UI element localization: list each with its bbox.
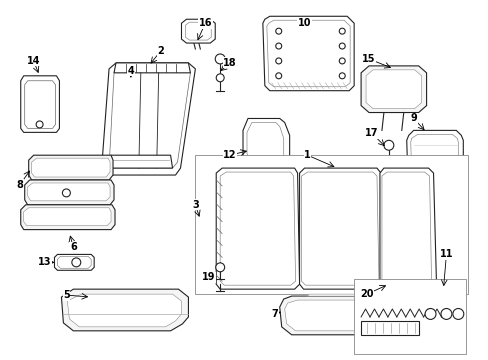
Polygon shape	[109, 155, 172, 168]
Polygon shape	[353, 279, 466, 354]
Circle shape	[62, 189, 70, 197]
Circle shape	[339, 58, 345, 64]
Text: 7: 7	[271, 309, 278, 319]
Circle shape	[275, 28, 281, 34]
Text: 19: 19	[201, 272, 215, 282]
Text: 3: 3	[192, 200, 198, 210]
Polygon shape	[181, 19, 215, 43]
Polygon shape	[109, 68, 190, 168]
Text: 2: 2	[157, 46, 163, 56]
Polygon shape	[379, 168, 436, 289]
Circle shape	[339, 43, 345, 49]
Text: 4: 4	[127, 66, 134, 76]
Circle shape	[452, 309, 463, 319]
Text: 9: 9	[409, 113, 416, 123]
Polygon shape	[381, 172, 431, 285]
Text: 8: 8	[16, 180, 23, 190]
Polygon shape	[57, 256, 91, 268]
Polygon shape	[32, 158, 110, 177]
Polygon shape	[360, 321, 418, 335]
Circle shape	[72, 258, 81, 267]
Polygon shape	[20, 205, 115, 230]
Polygon shape	[301, 172, 378, 285]
Text: 11: 11	[439, 249, 452, 260]
Text: 14: 14	[27, 56, 41, 66]
Polygon shape	[185, 22, 211, 40]
Polygon shape	[406, 130, 462, 213]
Circle shape	[339, 28, 345, 34]
Text: 6: 6	[70, 243, 77, 252]
Polygon shape	[263, 16, 353, 91]
Polygon shape	[299, 168, 382, 289]
Polygon shape	[284, 300, 384, 331]
Polygon shape	[101, 63, 195, 175]
Polygon shape	[25, 180, 114, 205]
Circle shape	[339, 73, 345, 79]
Text: 1: 1	[304, 150, 310, 160]
Text: 15: 15	[362, 54, 375, 64]
Polygon shape	[24, 208, 111, 226]
Polygon shape	[220, 172, 295, 285]
Polygon shape	[246, 122, 283, 169]
Polygon shape	[25, 81, 55, 129]
Polygon shape	[279, 296, 390, 335]
Text: 18: 18	[223, 58, 237, 68]
Text: 17: 17	[365, 129, 378, 138]
Circle shape	[216, 74, 224, 82]
Polygon shape	[266, 20, 349, 87]
Polygon shape	[366, 70, 421, 109]
Polygon shape	[410, 134, 457, 209]
Text: 10: 10	[297, 18, 311, 28]
Text: 13: 13	[38, 257, 51, 267]
Polygon shape	[54, 255, 94, 270]
Circle shape	[383, 140, 393, 150]
Polygon shape	[195, 155, 468, 294]
Circle shape	[275, 58, 281, 64]
Polygon shape	[20, 76, 60, 132]
Polygon shape	[61, 289, 188, 331]
Polygon shape	[114, 63, 190, 73]
Circle shape	[36, 121, 43, 128]
Text: 20: 20	[360, 289, 373, 299]
Polygon shape	[307, 294, 360, 296]
Circle shape	[440, 309, 451, 319]
Polygon shape	[28, 183, 110, 201]
Circle shape	[424, 309, 435, 319]
Circle shape	[215, 54, 224, 64]
Polygon shape	[243, 118, 289, 173]
Text: 5: 5	[63, 290, 70, 300]
Circle shape	[215, 263, 224, 272]
Text: 16: 16	[198, 18, 212, 28]
Polygon shape	[360, 66, 426, 113]
Polygon shape	[216, 168, 299, 289]
Circle shape	[275, 43, 281, 49]
Circle shape	[275, 73, 281, 79]
Text: 12: 12	[223, 150, 236, 160]
Polygon shape	[29, 155, 113, 180]
Polygon shape	[67, 294, 181, 327]
